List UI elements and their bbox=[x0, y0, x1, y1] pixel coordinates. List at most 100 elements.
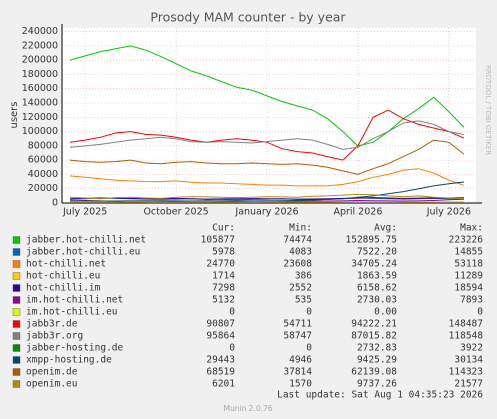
chart-title: Prosody MAM counter - by year bbox=[150, 10, 346, 25]
legend-stat: 4946 bbox=[289, 355, 312, 366]
legend-stat: 87015.82 bbox=[351, 331, 397, 342]
legend-stat: 62139.08 bbox=[351, 367, 397, 378]
legend-stat: 0 bbox=[477, 307, 483, 318]
legend-swatch bbox=[12, 356, 21, 364]
legend-stat: 68519 bbox=[206, 367, 235, 378]
legend-swatch bbox=[12, 368, 21, 376]
legend-stat: 37814 bbox=[283, 367, 312, 378]
plot-area bbox=[62, 28, 476, 203]
legend-stat: 14855 bbox=[454, 247, 483, 258]
legend-swatch bbox=[12, 320, 21, 328]
legend-stat: 7298 bbox=[212, 283, 235, 294]
legend-label: openim.eu bbox=[26, 379, 77, 390]
legend-stat: 0 bbox=[306, 307, 312, 318]
legend-stat: 114323 bbox=[449, 367, 483, 378]
legend-swatch bbox=[12, 236, 21, 244]
legend-stat: 29443 bbox=[206, 355, 235, 366]
legend-stat: 118548 bbox=[449, 331, 484, 342]
y-tick-label: 100000 bbox=[22, 126, 58, 137]
legend-label: jabber.hot-chilli.eu bbox=[26, 247, 140, 258]
legend-stat: 1863.59 bbox=[357, 271, 397, 282]
legend-stat: 4083 bbox=[289, 247, 312, 258]
legend-stat: 54711 bbox=[283, 319, 312, 330]
series-line bbox=[69, 193, 465, 200]
legend-stat: 223226 bbox=[449, 235, 484, 246]
legend-stat: 9425.29 bbox=[357, 355, 397, 366]
x-tick-label: July 2025 bbox=[62, 207, 107, 218]
x-tick-label: April 2026 bbox=[333, 207, 382, 218]
legend-swatch bbox=[12, 332, 21, 340]
legend-stat: 74474 bbox=[283, 235, 312, 246]
legend-stat: 53118 bbox=[454, 259, 483, 270]
series-line bbox=[69, 120, 465, 150]
legend-stat: 0 bbox=[306, 343, 312, 354]
y-tick-label: 40000 bbox=[28, 169, 58, 180]
y-tick-label: 120000 bbox=[22, 112, 58, 123]
legend-stat: 3922 bbox=[460, 343, 483, 354]
credit: Munin 2.0.76 bbox=[223, 404, 272, 413]
legend-label: im.hot-chilli.net bbox=[26, 295, 123, 306]
y-tick-label: 20000 bbox=[28, 183, 58, 194]
legend-stat: 24770 bbox=[206, 259, 235, 270]
legend-stat: 5132 bbox=[212, 295, 235, 306]
legend-stat: 90807 bbox=[206, 319, 235, 330]
legend-stat: 1570 bbox=[289, 379, 312, 390]
legend-stat: 6158.62 bbox=[357, 283, 397, 294]
legend-stat: 152895.75 bbox=[346, 235, 397, 246]
y-tick-label: 80000 bbox=[28, 140, 58, 151]
legend-stat: 5978 bbox=[212, 247, 235, 258]
legend-swatch bbox=[12, 248, 21, 256]
legend-stat: 94222.21 bbox=[351, 319, 397, 330]
legend-swatch bbox=[12, 272, 21, 280]
series-line bbox=[69, 109, 465, 161]
legend-swatch bbox=[12, 296, 21, 304]
y-tick-label: 160000 bbox=[22, 83, 58, 94]
series-line bbox=[69, 200, 465, 203]
legend-column-header: Min: bbox=[289, 223, 312, 234]
legend-stat: 7893 bbox=[460, 295, 483, 306]
series-line bbox=[69, 139, 465, 175]
footer: Last update: Sat Aug 1 04:35:23 2026 bbox=[277, 390, 483, 401]
legend-swatch bbox=[12, 284, 21, 292]
y-tick-label: 220000 bbox=[22, 40, 58, 51]
y-tick-label: 0 bbox=[52, 198, 58, 209]
legend-stat: 1714 bbox=[212, 271, 235, 282]
y-tick-label: 240000 bbox=[22, 26, 58, 37]
legend-stat: 30134 bbox=[454, 355, 483, 366]
legend-stat: 58747 bbox=[283, 331, 312, 342]
legend-stat: 535 bbox=[295, 295, 312, 306]
legend-label: jabb3r.org bbox=[26, 331, 83, 342]
y-tick-label: 200000 bbox=[22, 55, 58, 66]
y-axis-label: users bbox=[9, 101, 20, 128]
legend-label: xmpp-hosting.de bbox=[26, 355, 112, 366]
legend-label: im.hot-chilli.eu bbox=[26, 307, 118, 318]
legend-stat: 105877 bbox=[201, 235, 235, 246]
legend-swatch bbox=[12, 260, 21, 268]
y-tick-label: 140000 bbox=[22, 98, 58, 109]
legend-stat: 18594 bbox=[454, 283, 483, 294]
x-tick-label: October 2025 bbox=[143, 207, 208, 218]
series-line bbox=[69, 197, 465, 200]
series-line bbox=[69, 45, 465, 147]
legend-stat: 0 bbox=[229, 307, 235, 318]
legend-label: hot-chilli.net bbox=[26, 259, 106, 270]
legend-stat: 21577 bbox=[454, 379, 483, 390]
legend-label: hot-chilli.im bbox=[26, 283, 101, 294]
legend-stat: 9737.26 bbox=[357, 379, 397, 390]
legend-label: openim.de bbox=[26, 367, 78, 378]
series-line bbox=[70, 181, 465, 202]
legend-stat: 7522.20 bbox=[357, 247, 397, 258]
legend-stat: 0.00 bbox=[374, 307, 397, 318]
legend-stat: 2552 bbox=[289, 283, 312, 294]
y-tick-label: 180000 bbox=[22, 69, 58, 80]
legend-stat: 386 bbox=[295, 271, 312, 282]
side-text: RRDTOOL / TOBI OETIKER bbox=[484, 65, 492, 155]
legend-stat: 11289 bbox=[454, 271, 483, 282]
legend-label: jabber-hosting.de bbox=[26, 343, 124, 354]
legend-column-header: Avg: bbox=[374, 223, 397, 234]
legend-stat: 2732.83 bbox=[357, 343, 397, 354]
legend-label: jabber.hot-chilli.net bbox=[26, 235, 146, 246]
series-line bbox=[69, 168, 465, 187]
legend-swatch bbox=[12, 344, 21, 352]
